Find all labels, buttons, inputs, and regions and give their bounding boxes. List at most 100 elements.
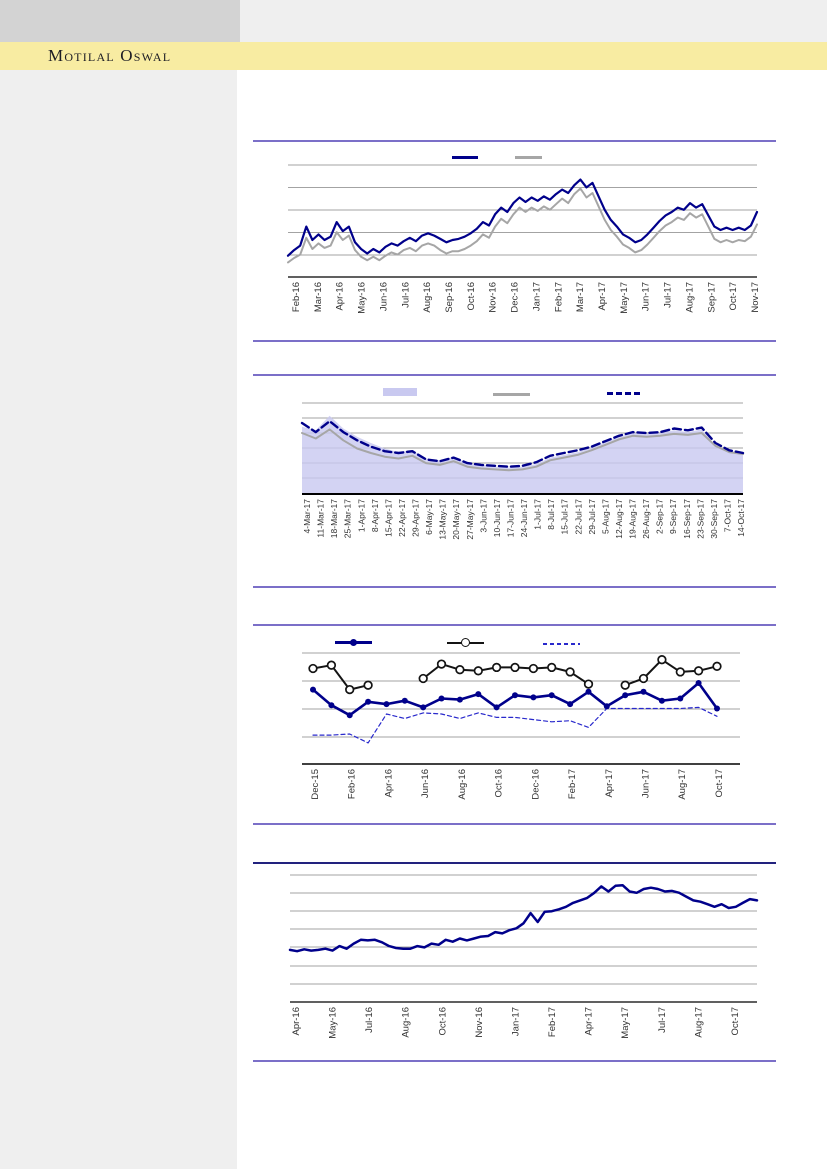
x-axis-label: 11-Mar-17: [316, 499, 326, 538]
chart-3-marker-filled: [475, 691, 482, 698]
chart-3-marker-filled: [622, 692, 629, 699]
x-axis-label: Nov-16: [474, 1007, 485, 1038]
x-axis-label: 15-Apr-17: [383, 499, 393, 537]
chart-2-area-fill: [302, 415, 743, 494]
chart-3-marker-open: [473, 666, 483, 676]
chart-3-marker-filled: [401, 697, 408, 704]
chart-3-marker-filled: [493, 704, 500, 711]
x-axis-label: 17-Jun-17: [505, 499, 515, 538]
x-axis-label: 22-Jul-17: [573, 499, 583, 535]
legend-line-icon: [493, 393, 530, 396]
x-axis-label: 27-May-17: [465, 499, 475, 540]
separator-rule: [253, 140, 776, 142]
chart-3-marker-open: [657, 655, 667, 665]
chart-3-marker-filled: [640, 688, 647, 695]
x-axis-label: May-17: [619, 282, 630, 314]
chart-3-marker-open: [418, 673, 428, 684]
x-axis-label: 26-Aug-17: [641, 499, 651, 539]
x-axis-label: Aug-16: [457, 769, 468, 800]
x-axis-label: 9-Sep-17: [668, 499, 678, 534]
chart-2-legend-swatch-dashed: [607, 389, 643, 399]
chart-3-blue-dashed-thin: [312, 706, 718, 744]
header-right-block: [240, 0, 827, 42]
x-axis-label: Aug-16: [422, 282, 433, 313]
chart-3-marker-open: [583, 679, 594, 689]
x-axis-label: Feb-17: [547, 1007, 558, 1037]
chart-3-marker-filled: [383, 701, 390, 708]
legend-line-icon: [452, 156, 478, 159]
chart-3-marker-open: [326, 660, 337, 670]
chart-3-marker-open: [620, 680, 630, 690]
chart-3-marker-filled: [658, 697, 665, 704]
x-axis-label: Jan-17: [510, 1007, 521, 1036]
chart-3-black-open-circle: [312, 664, 370, 691]
x-axis-label: 4-Mar-17: [302, 499, 312, 534]
chart-3-marker-filled: [328, 702, 335, 709]
x-axis-label: 2-Sep-17: [655, 499, 665, 534]
x-axis-label: Jun-16: [378, 282, 389, 311]
chart-3-marker-filled: [714, 705, 720, 712]
legend-line-icon: [515, 156, 542, 159]
chart-3-marker-open: [455, 665, 465, 675]
x-axis-label: 29-Apr-17: [411, 499, 421, 537]
chart-3-marker-filled: [420, 704, 427, 711]
chart-3-marker-open: [436, 659, 447, 669]
x-axis-label: Sep-17: [706, 282, 717, 313]
x-axis-label: May-17: [620, 1007, 631, 1039]
x-axis-label: Oct-16: [437, 1007, 448, 1036]
x-axis-label: Apr-17: [604, 769, 615, 798]
chart-4-plot: Apr-16 May-16 Jul-16 Aug-16 Oct-16 Nov-16 Jan-…: [288, 874, 759, 1039]
legend-filled-dot-icon: [350, 639, 357, 646]
separator-rule: [253, 586, 776, 588]
chart-3-marker-open: [345, 684, 355, 695]
chart-3-marker-filled: [567, 701, 574, 708]
chart-1-navy-line: [286, 178, 759, 257]
x-axis-label: Aug-17: [693, 1007, 704, 1038]
x-axis-label: 10-Jun-17: [492, 499, 502, 538]
x-axis-label: Apr-16: [291, 1007, 302, 1036]
x-axis-label: Aug-16: [401, 1007, 412, 1038]
x-axis-label: 1-Apr-17: [356, 499, 366, 532]
x-axis-label: Feb-16: [291, 282, 302, 312]
header-left-block: [0, 0, 240, 42]
chart-3-marker-open: [675, 667, 685, 677]
x-axis-label: Dec-15: [310, 769, 321, 800]
x-axis-label: Oct-17: [730, 1007, 741, 1036]
legend-dashed-line-icon: [607, 392, 643, 395]
chart-3-marker-filled: [365, 698, 372, 705]
chart-2-gray-line: [301, 428, 744, 472]
x-axis-label: 30-Sep-17: [709, 499, 719, 539]
x-axis-label: 1-Jul-17: [533, 499, 543, 530]
x-axis-label: Oct-17: [728, 282, 739, 311]
chart-3-black-open-circle: [422, 663, 590, 686]
x-axis-label: Apr-16: [383, 769, 394, 798]
x-axis-label: Jul-16: [400, 282, 411, 308]
chart-3-marker-open: [528, 663, 539, 674]
chart-3-legend-swatch-line-circle: [447, 638, 484, 648]
legend-open-circle-icon: [461, 638, 470, 647]
chart-3-marker-filled: [438, 695, 445, 702]
x-axis-label: 24-Jun-17: [519, 499, 529, 538]
x-axis-label: 15-Jul-17: [560, 499, 570, 535]
chart-3-marker-open: [712, 661, 722, 671]
x-axis-label: Mar-17: [575, 282, 586, 312]
x-axis-label: Aug-17: [684, 282, 695, 313]
chart-3-marker-open: [363, 680, 373, 690]
x-axis-label: 5-Aug-17: [600, 499, 610, 534]
x-axis-label: 22-Apr-17: [397, 499, 407, 537]
chart-3-marker-open: [565, 667, 575, 677]
chart-3-marker-filled: [530, 694, 537, 701]
chart-3-marker-filled: [346, 712, 353, 719]
x-axis-label: 29-Jul-17: [587, 499, 597, 535]
chart-3-legend-swatch-dashed-thin: [543, 639, 580, 649]
chart-3-marker-filled: [695, 680, 702, 686]
chart-1-gray-line: [287, 187, 758, 264]
x-axis-label: Apr-16: [335, 282, 346, 311]
chart-3-marker-filled: [548, 692, 555, 699]
x-axis-label: 7-Oct-17: [722, 499, 732, 532]
x-axis-label: Oct-16: [466, 282, 477, 311]
chart-1-legend-swatch-line: [515, 153, 542, 163]
x-axis-label: 3-Jun-17: [478, 499, 488, 533]
x-axis-label: Feb-17: [567, 769, 578, 799]
x-axis-label: Jul-17: [663, 282, 674, 308]
